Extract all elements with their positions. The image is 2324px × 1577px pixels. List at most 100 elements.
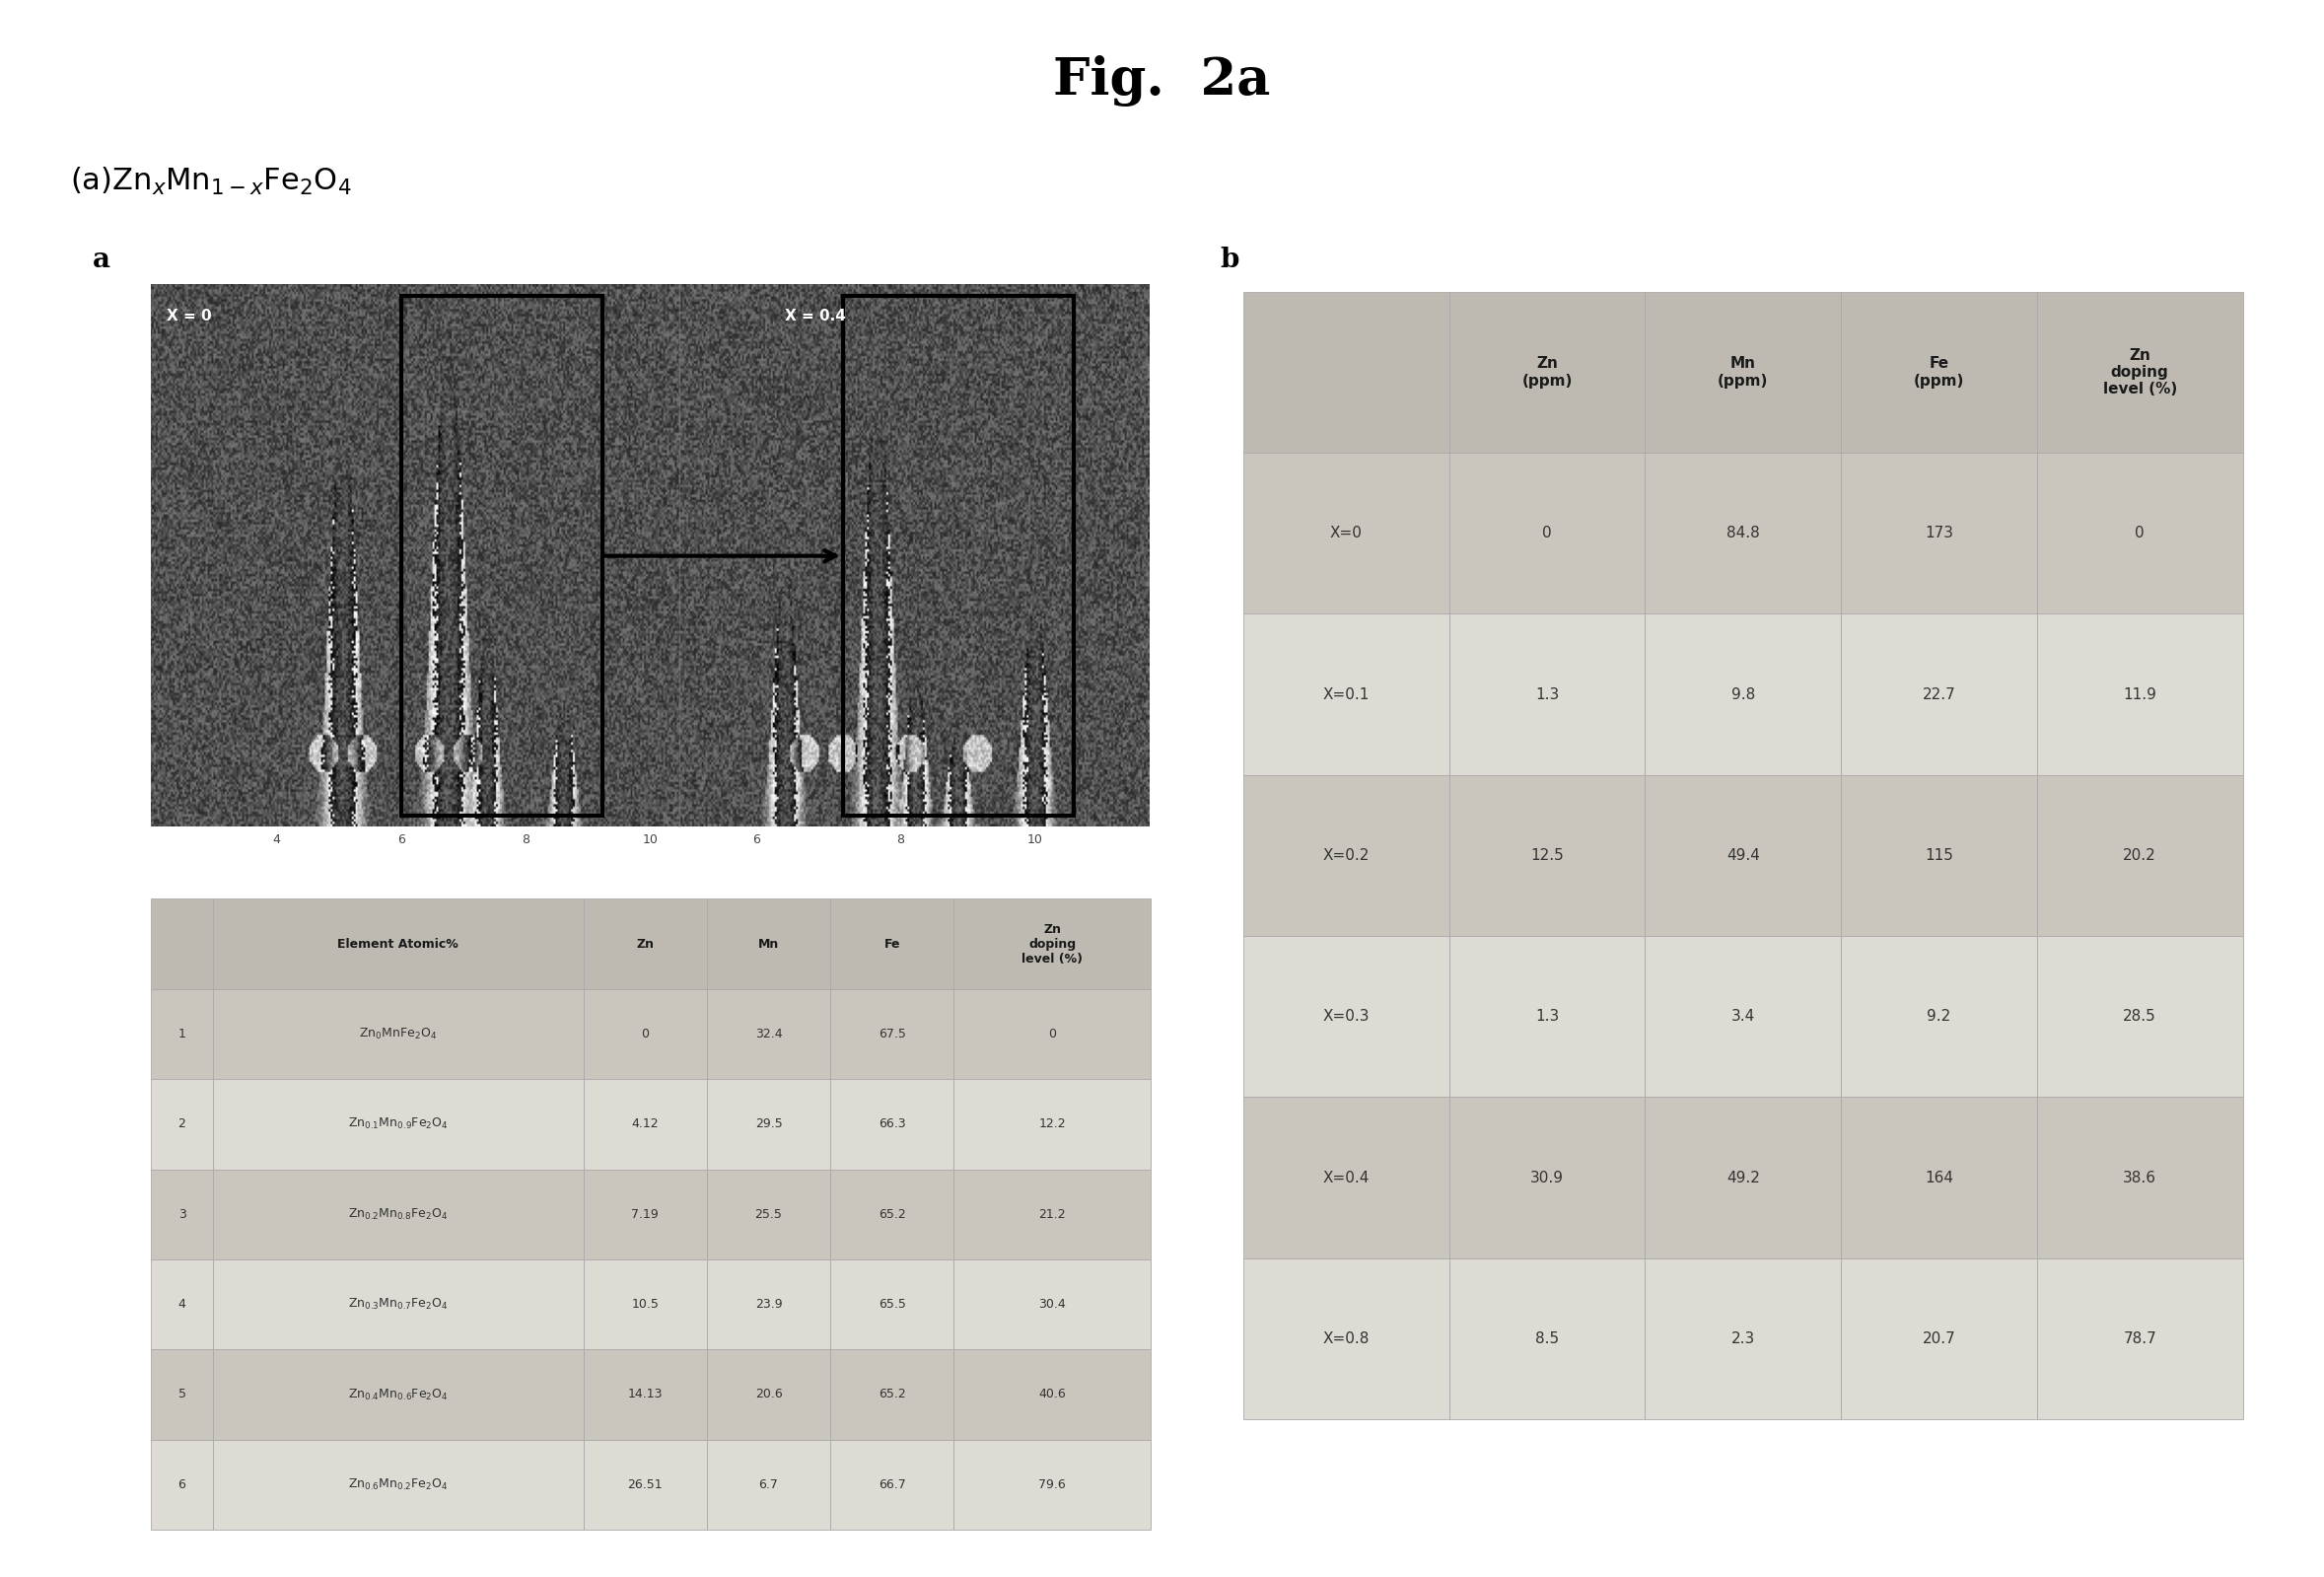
Bar [706,1079,830,1169]
Text: 0: 0 [1543,527,1552,541]
Bar [830,1169,953,1260]
Bar [706,1350,830,1440]
Text: 30.9: 30.9 [1529,1170,1564,1184]
Text: 3.4: 3.4 [1731,1009,1755,1023]
Text: Zn$_{0.2}$Mn$_{0.8}$Fe$_2$O$_4$: Zn$_{0.2}$Mn$_{0.8}$Fe$_2$O$_4$ [349,1206,449,1222]
Bar [214,899,583,989]
Text: 23.9: 23.9 [755,1298,783,1310]
Bar [1645,292,1841,453]
Text: Element Atomic%: Element Atomic% [337,938,458,951]
Bar [1645,1258,1841,1419]
Text: 14.13: 14.13 [627,1388,662,1400]
Text: 66.7: 66.7 [878,1478,906,1490]
Bar [1243,937,1450,1098]
Bar [151,1079,214,1169]
Bar [1450,292,1645,453]
Bar [1841,1258,2036,1419]
Bar [706,1169,830,1260]
Bar [2036,613,2243,774]
Bar [151,899,214,989]
Text: 20.2: 20.2 [2124,848,2157,863]
Bar [1645,774,1841,937]
Text: 9.2: 9.2 [1927,1009,1950,1023]
Text: 66.3: 66.3 [878,1118,906,1131]
Text: 21.2: 21.2 [1039,1208,1067,1221]
Bar [1450,1258,1645,1419]
Bar [953,1350,1150,1440]
Text: Zn$_0$MnFe$_2$O$_4$: Zn$_0$MnFe$_2$O$_4$ [360,1027,437,1041]
Text: 8: 8 [897,833,904,847]
Text: 28.5: 28.5 [2124,1009,2157,1023]
Text: Fe: Fe [883,938,899,951]
Text: 12.2: 12.2 [1039,1118,1067,1131]
Text: Zn
doping
level (%): Zn doping level (%) [2103,347,2178,397]
Text: X=0.3: X=0.3 [1322,1009,1369,1023]
Bar [583,1440,706,1530]
Text: 22.7: 22.7 [1922,688,1954,702]
Bar [1243,1258,1450,1419]
Bar [830,1079,953,1169]
Text: Zn$_{0.1}$Mn$_{0.9}$Fe$_2$O$_4$: Zn$_{0.1}$Mn$_{0.9}$Fe$_2$O$_4$ [349,1117,449,1132]
Text: 1.3: 1.3 [1536,688,1559,702]
Text: 10.5: 10.5 [632,1298,658,1310]
Text: X=0.1: X=0.1 [1322,688,1369,702]
Text: 78.7: 78.7 [2124,1331,2157,1347]
Bar [830,1440,953,1530]
Bar [830,899,953,989]
Bar [583,989,706,1079]
Text: X=0.4: X=0.4 [1322,1170,1369,1184]
Bar [830,1260,953,1350]
Text: X=0: X=0 [1329,527,1362,541]
Bar [1841,774,2036,937]
Bar [1841,937,2036,1098]
Bar [1841,453,2036,613]
Bar [151,1440,214,1530]
Text: 1: 1 [179,1028,186,1041]
Bar [1243,1098,1450,1258]
Text: 4: 4 [272,833,279,847]
Bar [1841,613,2036,774]
Bar [2036,453,2243,613]
Text: Fig.  2a: Fig. 2a [1053,55,1271,107]
Bar [953,1440,1150,1530]
Bar [214,1260,583,1350]
Text: 20.7: 20.7 [1922,1331,1954,1347]
Text: 5: 5 [179,1388,186,1400]
Text: 3: 3 [179,1208,186,1221]
Text: Fe
(ppm): Fe (ppm) [1913,356,1964,388]
Text: 8.5: 8.5 [1536,1331,1559,1347]
Bar [953,899,1150,989]
Text: 11.9: 11.9 [2124,688,2157,702]
Text: 1.3: 1.3 [1536,1009,1559,1023]
Bar [151,1169,214,1260]
Text: Mn: Mn [758,938,779,951]
Text: 20.6: 20.6 [755,1388,783,1400]
Text: 6.7: 6.7 [760,1478,779,1490]
Text: (a)Zn$_x$Mn$_{1-x}$Fe$_2$O$_4$: (a)Zn$_x$Mn$_{1-x}$Fe$_2$O$_4$ [70,166,351,197]
Text: 164: 164 [1924,1170,1952,1184]
Text: 4.12: 4.12 [632,1118,658,1131]
Text: Zn$_{0.6}$Mn$_{0.2}$Fe$_2$O$_4$: Zn$_{0.6}$Mn$_{0.2}$Fe$_2$O$_4$ [349,1478,449,1492]
Bar [706,1440,830,1530]
Bar [583,899,706,989]
Bar [953,1260,1150,1350]
Text: 12.5: 12.5 [1532,848,1564,863]
Text: 30.4: 30.4 [1039,1298,1067,1310]
Bar [214,1350,583,1440]
Text: 67.5: 67.5 [878,1028,906,1041]
Text: 32.4: 32.4 [755,1028,783,1041]
Text: X = 0: X = 0 [167,309,211,323]
Bar [214,1440,583,1530]
Bar [706,899,830,989]
Bar [1645,453,1841,613]
Text: 10: 10 [644,833,658,847]
Text: 38.6: 38.6 [2124,1170,2157,1184]
Bar [2036,937,2243,1098]
Text: 84.8: 84.8 [1727,527,1759,541]
Bar [830,1350,953,1440]
Bar [844,296,1074,815]
Text: 0: 0 [641,1028,648,1041]
Text: 2: 2 [179,1118,186,1131]
Text: 40.6: 40.6 [1039,1388,1067,1400]
Bar [953,1079,1150,1169]
